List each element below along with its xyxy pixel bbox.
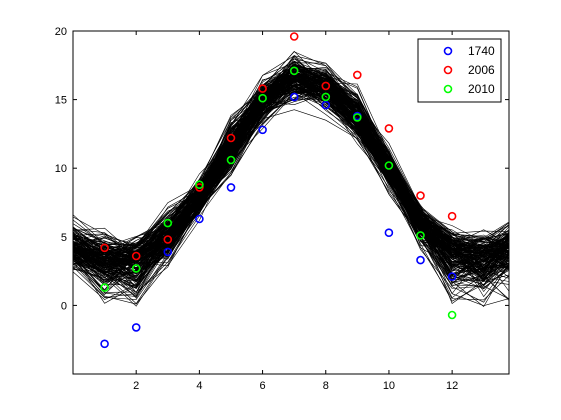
- marker-1740: [384, 228, 394, 237]
- marker-2010: [289, 66, 299, 76]
- x-tick-label: 6: [260, 380, 266, 392]
- marker-2010: [447, 310, 457, 320]
- axes: 2 4 6 8 10 12 0 5 10 15 20: [55, 26, 509, 392]
- marker-2006: [163, 235, 173, 244]
- marker-1740: [226, 183, 236, 192]
- y-tick-label: 20: [55, 26, 67, 38]
- marker-1740: [163, 247, 173, 257]
- legend-marker-1740: [443, 46, 453, 56]
- marker-2010: [416, 231, 425, 240]
- background-line: [73, 85, 509, 304]
- marker-2010: [352, 113, 362, 122]
- background-line: [73, 83, 509, 275]
- marker-2006: [447, 211, 457, 221]
- marker-2006: [195, 183, 204, 192]
- marker-2010: [321, 92, 331, 102]
- legend-marker-2010: [443, 84, 453, 94]
- x-tick-label: 2: [133, 380, 139, 392]
- marker-2010: [226, 155, 236, 165]
- x-tick-label: 8: [323, 380, 329, 392]
- marker-2006: [131, 251, 141, 261]
- background-line: [73, 93, 509, 305]
- legend-label-1740: 1740: [468, 44, 495, 58]
- marker-2006: [352, 70, 362, 80]
- legend: 1740 2006 2010: [417, 38, 502, 103]
- marker-2006: [416, 191, 425, 200]
- marker-2010: [195, 180, 204, 189]
- background-line: [73, 71, 509, 285]
- background-line: [73, 86, 509, 288]
- marker-1740: [195, 214, 204, 224]
- marker-1740: [321, 100, 331, 110]
- marker-2006: [226, 133, 236, 143]
- marker-2006: [384, 124, 394, 133]
- x-tick-label: 4: [196, 380, 202, 392]
- marker-1740: [416, 255, 425, 265]
- y-tick-label: 5: [61, 232, 67, 244]
- marker-2006: [258, 84, 267, 93]
- legend-label-2010: 2010: [468, 82, 495, 96]
- marker-2006: [289, 32, 299, 41]
- x-tick-label: 12: [446, 380, 458, 392]
- y-tick-label: 10: [55, 163, 67, 175]
- background-line: [73, 55, 509, 250]
- y-tick-label: 0: [61, 300, 67, 312]
- marker-1740: [289, 92, 299, 102]
- legend-box: [417, 38, 502, 103]
- marker-2010: [100, 283, 109, 292]
- background-line: [73, 78, 509, 272]
- background-line: [73, 93, 509, 304]
- legend-label-2006: 2006: [468, 63, 495, 77]
- marker-1740: [131, 323, 141, 332]
- background-line: [73, 80, 509, 266]
- background-line: [73, 78, 509, 276]
- marker-2010: [258, 93, 267, 103]
- background-line: [73, 63, 509, 278]
- background-line: [73, 77, 509, 281]
- y-tick-label: 15: [55, 95, 67, 107]
- marker-2006: [321, 81, 331, 91]
- background-line: [73, 70, 509, 268]
- marker-1740: [258, 125, 267, 135]
- marker-2010: [384, 161, 394, 170]
- series-markers: [100, 32, 457, 349]
- background-line: [73, 80, 509, 291]
- x-tick-label: 10: [383, 380, 395, 392]
- marker-2006: [100, 243, 109, 253]
- marker-2010: [163, 218, 173, 228]
- marker-1740: [100, 339, 109, 349]
- background-line: [73, 69, 509, 258]
- background-line: [73, 71, 509, 257]
- background-line: [73, 56, 509, 258]
- background-line: [73, 87, 509, 292]
- background-line: [73, 76, 509, 274]
- plot-frame: [72, 30, 510, 375]
- legend-marker-2006: [443, 65, 453, 75]
- marker-2010: [131, 264, 141, 273]
- marker-1740: [447, 272, 457, 281]
